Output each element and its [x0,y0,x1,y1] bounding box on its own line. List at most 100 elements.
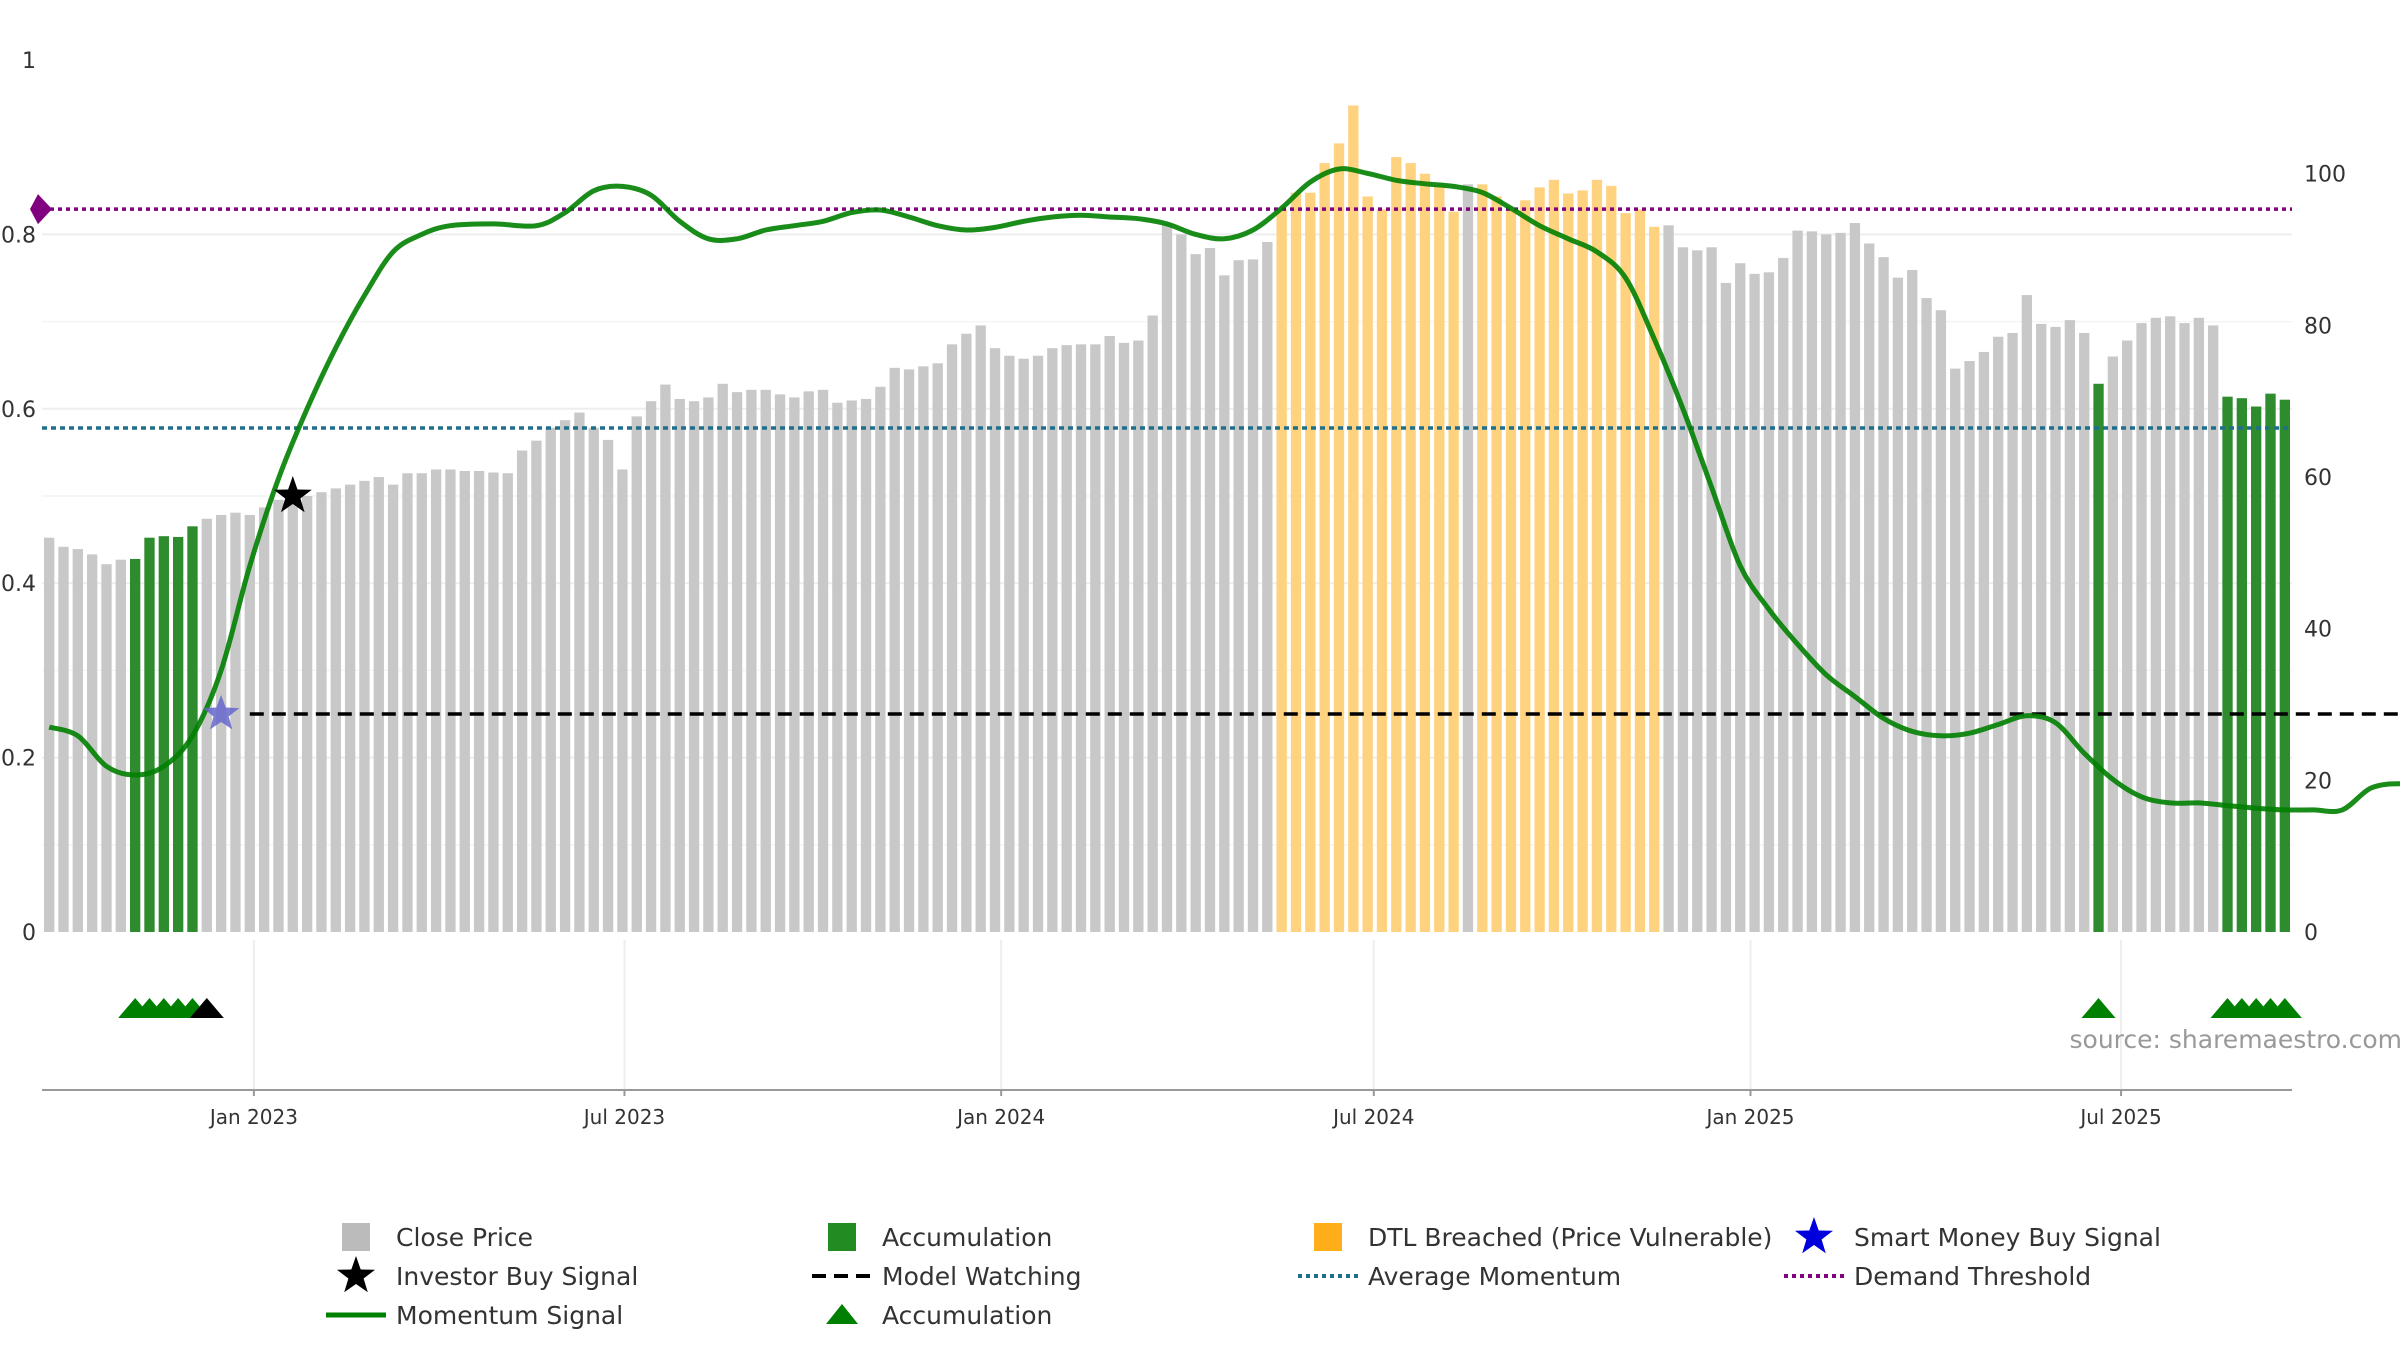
price-bar [488,472,498,932]
price-bar [531,441,541,932]
price-bar [474,471,484,932]
price-bar [1520,200,1530,932]
price-bar [703,397,713,932]
price-bar [1807,231,1817,932]
legend-item: Average Momentum [1298,1262,1621,1291]
price-bar [976,325,986,932]
left-axis-tick: 1 [22,49,36,74]
price-bar [460,471,470,932]
legend-item: Momentum Signal [326,1301,623,1330]
price-bar [1592,180,1602,932]
legend-label: Demand Threshold [1854,1262,2091,1291]
left-axis-tick: 0.2 [1,747,36,772]
price-bar [1534,187,1544,932]
legend-triangle-icon [826,1304,858,1324]
price-bar [1907,270,1917,932]
price-bar [445,469,455,932]
price-bar [675,399,685,932]
price-bar [259,507,269,932]
price-bar [603,440,613,932]
price-bar [1721,283,1731,932]
price-bar [890,368,900,932]
right-axis-tick: 100 [2304,163,2346,188]
price-bar [1405,163,1415,932]
price-bar [1276,209,1286,932]
price-bar [1019,359,1029,932]
legend-square-icon [1314,1223,1342,1251]
legend-label: Average Momentum [1368,1262,1621,1291]
price-bar [1692,250,1702,932]
price-bar [1205,248,1215,932]
legend-label: Accumulation [882,1223,1052,1252]
left-axis-tick: 0 [22,921,36,946]
price-bar [2194,318,2204,932]
price-bar [1262,242,1272,932]
accumulation-triangle [2082,998,2116,1018]
price-bar [746,390,756,932]
price-bar [990,348,1000,932]
price-bar [1620,213,1630,932]
price-bar [159,536,169,932]
price-bar [58,547,68,932]
price-bar [1964,361,1974,932]
price-bar [1148,316,1158,932]
price-bar [1749,274,1759,932]
price-bar [144,538,154,932]
right-axis-tick: 20 [2304,769,2332,794]
price-bar [1477,184,1487,932]
legend-item: DTL Breached (Price Vulnerable) [1314,1223,1772,1252]
price-bar [1105,336,1115,932]
legend-label: Close Price [396,1223,533,1252]
legend-square-icon [828,1223,856,1251]
price-bar [775,394,785,932]
price-bar [832,403,842,932]
price-bar [560,420,570,932]
price-bar [1735,263,1745,932]
source-label: source: sharemaestro.com [2070,1025,2400,1054]
price-bar [2022,295,2032,932]
price-bar [1348,106,1358,933]
legend-label: Smart Money Buy Signal [1854,1223,2161,1252]
price-bar [1821,234,1831,932]
legend: Close Price Accumulation DTL Breached (Pri… [326,1217,2161,1330]
legend-square-icon [342,1223,370,1251]
right-axis-tick: 60 [2304,466,2332,491]
legend-item: Accumulation [828,1223,1052,1252]
price-bar [1491,196,1501,932]
price-bar [273,500,283,932]
price-bar [44,538,54,932]
legend-label: Investor Buy Signal [396,1262,638,1291]
price-bar [202,519,212,932]
price-bar [1936,310,1946,932]
price-bar [875,387,885,932]
price-bar [1191,254,1201,932]
price-bar [417,473,427,932]
price-bar [1062,345,1072,932]
price-bar [2036,324,2046,932]
price-bar [546,428,556,932]
price-bar [1678,247,1688,932]
price-bar [2208,325,2218,932]
right-axis-tick: 0 [2304,921,2318,946]
price-bar [1792,231,1802,932]
price-bar [431,469,441,932]
price-bar [402,473,412,932]
price-bar [2237,398,2247,932]
price-bar [617,469,627,932]
price-bar [1076,344,1086,932]
price-bar [1119,343,1129,932]
price-bar [947,344,957,932]
legend-star-icon [1795,1217,1833,1253]
legend-label: DTL Breached (Price Vulnerable) [1368,1223,1772,1252]
price-bar [1835,233,1845,932]
price-bar [918,366,928,932]
price-bar [517,451,527,933]
price-bar [632,416,642,932]
price-bar [2280,400,2290,932]
x-axis-tick: Jul 2025 [2078,1105,2161,1129]
price-bar [1950,369,1960,932]
price-bar [2065,320,2075,932]
demand-threshold-marker [30,194,52,224]
price-bar [1176,234,1186,932]
price-bar [1004,356,1014,932]
